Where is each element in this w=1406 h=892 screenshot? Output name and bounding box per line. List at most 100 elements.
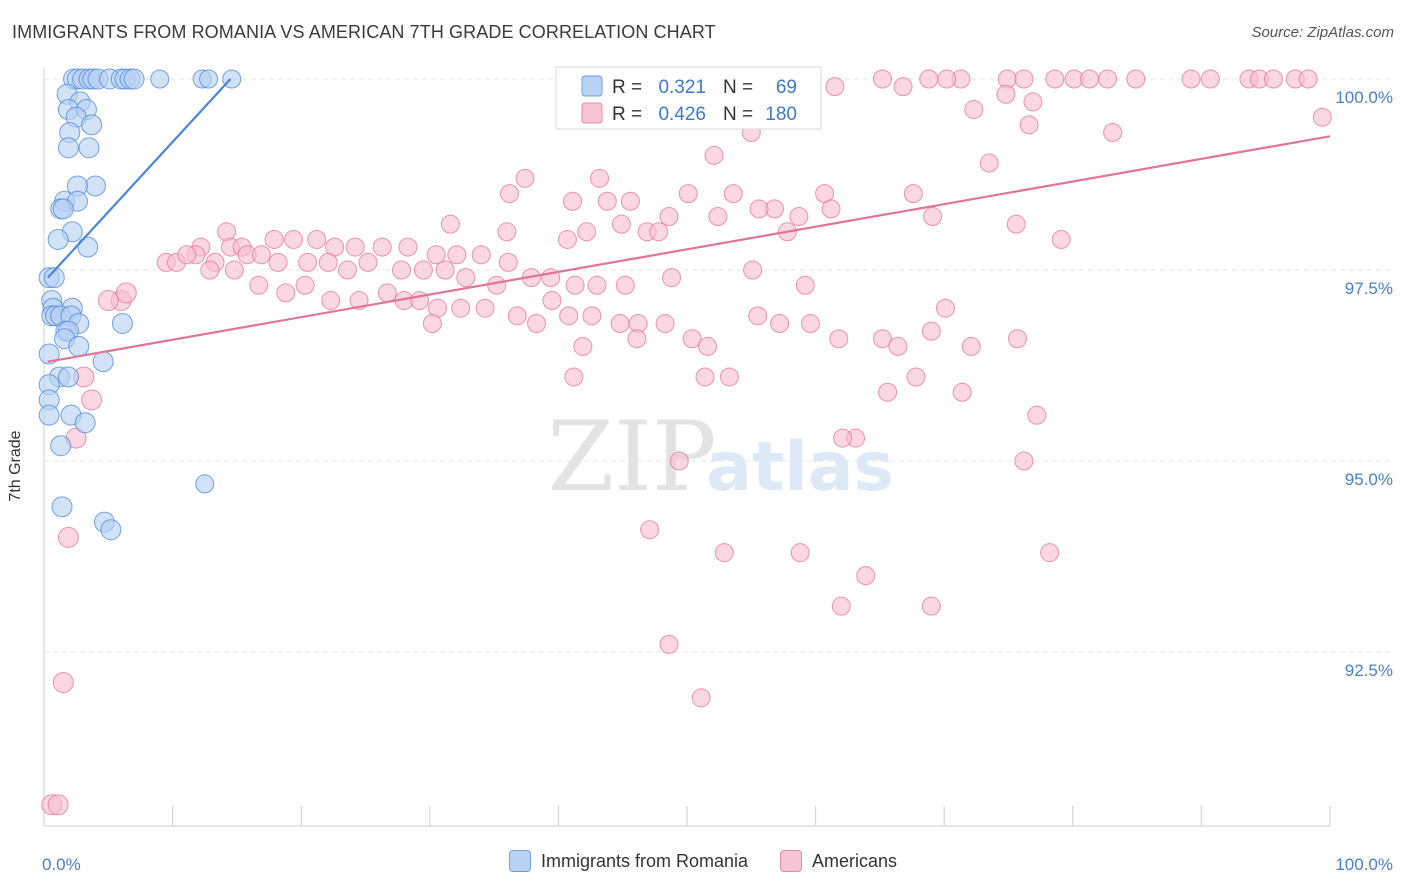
romania-point-34	[43, 267, 65, 289]
americans-point-136	[906, 367, 926, 387]
americans-point-122	[921, 321, 941, 341]
americans-point-17	[1080, 69, 1100, 89]
americans-point-56	[557, 229, 577, 249]
romania-trend-line	[47, 78, 232, 279]
americans-point-54	[649, 222, 669, 242]
americans-point-141	[669, 451, 689, 471]
americans-point-82	[413, 260, 433, 280]
americans-point-128	[542, 291, 562, 311]
americans-point-146	[97, 290, 119, 312]
watermark-atlas: atlas	[706, 428, 894, 507]
americans-point-100	[349, 291, 369, 311]
romania-point-61	[100, 519, 122, 541]
americans-point-161	[691, 688, 711, 708]
americans-point-44	[708, 207, 728, 227]
americans-point-31	[590, 168, 610, 188]
americans-point-96	[249, 275, 269, 295]
americans-point-143	[1027, 405, 1047, 425]
americans-point-99	[321, 291, 341, 311]
americans-point-162	[1040, 543, 1060, 563]
americans-point-154	[640, 520, 660, 540]
romania-points	[38, 68, 242, 541]
americans-point-127	[662, 268, 682, 288]
americans-point-78	[318, 252, 338, 272]
americans-point-67	[398, 237, 418, 257]
x-tick-label-0: 0.0%	[42, 855, 81, 874]
tick-labels: 100.0% 97.5% 95.0% 92.5% 0.0% 100.0%	[42, 88, 1393, 874]
romania-point-47	[68, 335, 90, 357]
americans-point-101	[377, 283, 397, 303]
americans-point-65	[345, 237, 365, 257]
americans-point-68	[426, 245, 446, 265]
americans-point-2	[919, 69, 939, 89]
americans-point-43	[659, 207, 679, 227]
americans-point-90	[615, 275, 635, 295]
americans-point-145	[115, 282, 137, 304]
americans-point-42	[749, 199, 769, 219]
americans-point-47	[1006, 214, 1026, 234]
americans-point-85	[487, 275, 507, 295]
americans-point-124	[1008, 329, 1028, 349]
americans-point-77	[298, 252, 318, 272]
legend-n-label-americans: N =	[723, 104, 753, 125]
americans-point-34	[563, 191, 583, 211]
americans-point-38	[903, 184, 923, 204]
americans-point-108	[527, 313, 547, 333]
legend-item-americans[interactable]: Americans	[780, 850, 897, 872]
americans-point-45	[789, 207, 809, 227]
grid-lines	[44, 78, 1392, 653]
americans-point-25	[1312, 107, 1332, 127]
americans-point-138	[952, 382, 972, 402]
romania-point-22	[78, 137, 100, 159]
americans-point-114	[682, 329, 702, 349]
americans-point-89	[587, 275, 607, 295]
americans-point-46	[923, 207, 943, 227]
watermark: ZIP atlas	[547, 401, 894, 513]
legend-stats-swatch-romania	[581, 75, 603, 97]
legend-n-value-romania: 69	[776, 77, 797, 98]
americans-point-132	[695, 367, 715, 387]
romania-point-13	[199, 69, 219, 89]
americans-point-97	[276, 283, 296, 303]
americans-point-159	[921, 596, 941, 616]
legend-swatch-americans	[780, 850, 803, 872]
legend-stats: R = 0.321 N = 69 R = 0.426 N = 180	[555, 66, 822, 130]
legend-item-romania[interactable]: Immigrants from Romania	[508, 850, 748, 872]
americans-point-111	[610, 313, 630, 333]
americans-point-95	[224, 260, 244, 280]
americans-point-155	[714, 543, 734, 563]
americans-point-16	[1298, 69, 1318, 89]
romania-point-58	[195, 474, 215, 494]
americans-point-32	[678, 184, 698, 204]
americans-point-20	[825, 77, 845, 97]
chart-title: IMMIGRANTS FROM ROMANIA VS AMERICAN 7TH …	[12, 22, 716, 42]
americans-point-61	[264, 229, 284, 249]
romania-point-11	[150, 69, 170, 89]
americans-point-33	[500, 184, 520, 204]
americans-point-119	[829, 329, 849, 349]
americans-point-36	[723, 184, 743, 204]
americans-point-130	[573, 336, 593, 356]
americans-point-157	[856, 566, 876, 586]
americans-point-55	[1051, 229, 1071, 249]
americans-point-63	[307, 229, 327, 249]
americans-point-93	[177, 245, 197, 265]
romania-point-43	[111, 312, 133, 334]
americans-point-125	[743, 260, 763, 280]
americans-point-11	[1200, 69, 1220, 89]
americans-point-135	[935, 298, 955, 318]
legend-r-label-americans: R =	[612, 104, 642, 125]
x-tick-label-1: 100.0%	[1335, 855, 1393, 874]
romania-point-56	[74, 412, 96, 434]
americans-point-131	[627, 329, 647, 349]
americans-point-156	[790, 543, 810, 563]
americans-point-18	[937, 69, 957, 89]
americans-point-137	[878, 382, 898, 402]
americans-point-106	[475, 298, 495, 318]
romania-point-20	[81, 114, 103, 136]
americans-points	[41, 69, 1332, 816]
americans-point-115	[698, 336, 718, 356]
romania-point-51	[57, 366, 79, 388]
americans-point-121	[888, 336, 908, 356]
